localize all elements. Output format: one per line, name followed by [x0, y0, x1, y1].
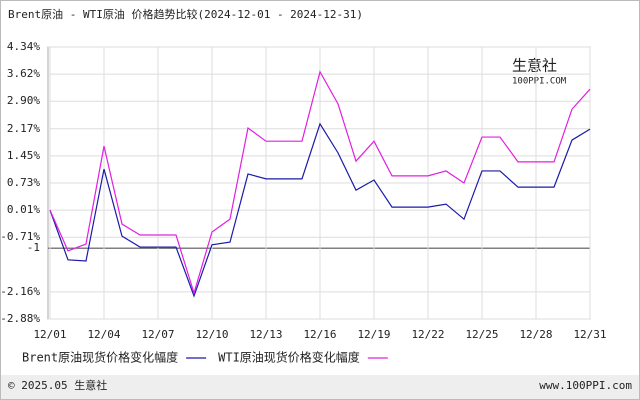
y-tick-label: 2.90% [7, 94, 40, 107]
legend-label: Brent原油现货价格变化幅度 [22, 350, 178, 365]
series-line [49, 122, 591, 298]
x-tick-label: 12/07 [141, 328, 174, 341]
x-tick-label: 12/13 [249, 328, 282, 341]
series-line [49, 70, 591, 296]
y-tick-label: 1.45% [7, 149, 40, 162]
y-tick-label: 0.01% [7, 203, 40, 216]
watermark: 100PPI.COM [512, 77, 567, 87]
y-tick-label: -1 [27, 241, 40, 254]
footer-right: www.100PPI.com [539, 379, 632, 392]
x-tick-label: 12/01 [33, 328, 66, 341]
chart-title: Brent原油 - WTI原油 价格趋势比较(2024-12-01 - 2024… [8, 7, 363, 21]
y-tick-label: 2.17% [7, 122, 40, 135]
watermark: 生意社 [512, 57, 557, 75]
x-tick-label: 12/28 [519, 328, 552, 341]
y-tick-label: 3.62% [7, 67, 40, 80]
legend-label: WTI原油现货价格变化幅度 [218, 350, 360, 365]
x-tick-label: 12/10 [195, 328, 228, 341]
footer-left: © 2025.05 生意社 [8, 378, 107, 392]
x-tick-label: 12/22 [411, 328, 444, 341]
footer-band [1, 375, 639, 399]
x-tick-label: 12/25 [465, 328, 498, 341]
x-tick-label: 12/04 [87, 328, 120, 341]
y-tick-label: -2.88% [0, 312, 40, 325]
x-tick-label: 12/19 [357, 328, 390, 341]
y-tick-label: 4.34% [7, 40, 40, 53]
y-tick-label: -0.71% [0, 230, 40, 243]
x-tick-label: 12/31 [573, 328, 606, 341]
x-tick-label: 12/16 [303, 328, 336, 341]
y-tick-label: 0.73% [7, 176, 40, 189]
y-tick-label: -2.16% [0, 285, 40, 298]
